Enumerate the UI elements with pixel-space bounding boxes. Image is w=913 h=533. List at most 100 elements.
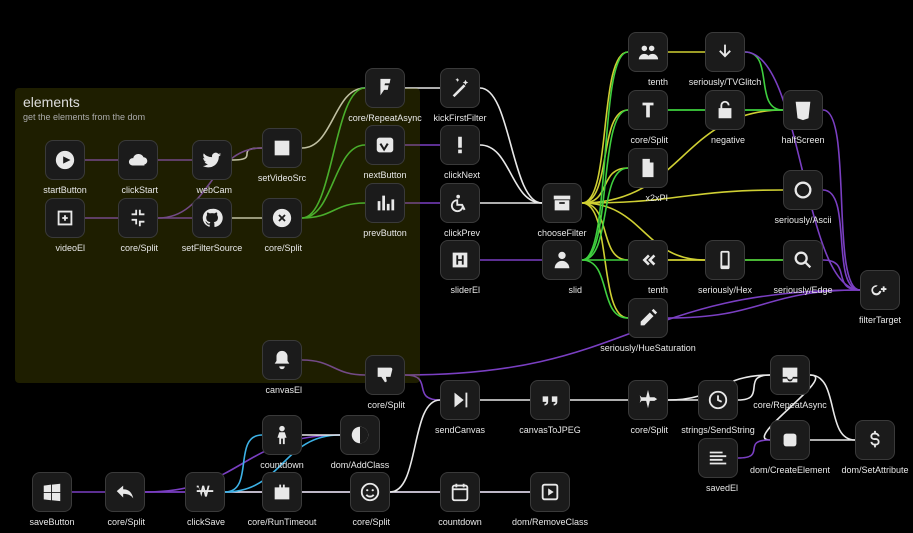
node-clickStart[interactable]: clickStart — [118, 140, 158, 198]
node-box[interactable] — [542, 240, 582, 280]
node-box[interactable] — [860, 270, 900, 310]
node-savedEl[interactable]: savedEl — [698, 438, 738, 496]
node-clickPrev[interactable]: clickPrev — [440, 183, 480, 241]
node-box[interactable] — [185, 472, 225, 512]
node-box[interactable] — [698, 438, 738, 478]
node-saveButton[interactable]: saveButton — [32, 472, 72, 530]
node-box[interactable] — [770, 420, 810, 460]
node-box[interactable] — [440, 240, 480, 280]
node-coreSplit3[interactable]: core/Split — [628, 90, 668, 148]
node-sendCanvas[interactable]: sendCanvas — [440, 380, 480, 438]
node-box[interactable] — [783, 90, 823, 130]
node-box[interactable] — [262, 472, 302, 512]
node-label: prevButton — [363, 228, 407, 238]
node-box[interactable] — [705, 32, 745, 72]
node-sliderEl[interactable]: sliderEl — [440, 240, 480, 298]
node-videoEl[interactable]: videoEl — [45, 198, 85, 256]
node-domRemoveClass[interactable]: dom/RemoveClass — [530, 472, 570, 530]
node-kickFirstFilter[interactable]: kickFirstFilter — [440, 68, 480, 126]
node-box[interactable] — [440, 68, 480, 108]
node-box[interactable] — [365, 355, 405, 395]
node-domAddClass[interactable]: dom/AddClass — [340, 415, 380, 473]
node-domCreateElement[interactable]: dom/CreateElement — [770, 420, 810, 478]
node-countdown2[interactable]: countdown — [440, 472, 480, 530]
node-seriouslyEdge[interactable]: seriously/Edge — [783, 240, 823, 298]
node-setVideoSrc[interactable]: setVideoSrc — [262, 128, 302, 186]
node-box[interactable] — [118, 140, 158, 180]
node-box[interactable] — [770, 355, 810, 395]
node-box[interactable] — [340, 415, 380, 455]
node-box[interactable] — [365, 125, 405, 165]
node-canvasEl[interactable]: canvasEl — [262, 340, 302, 398]
node-x2xPI[interactable]: x2xPI — [628, 148, 668, 206]
edge — [582, 52, 628, 260]
node-box[interactable] — [440, 380, 480, 420]
node-seriouslyHex[interactable]: seriously/Hex — [705, 240, 745, 298]
node-box[interactable] — [365, 183, 405, 223]
node-coreSplit7[interactable]: core/Split — [350, 472, 390, 530]
node-tenth2[interactable]: tenth — [628, 240, 668, 298]
node-coreRepeatAsync[interactable]: core/RepeatAsync — [365, 68, 405, 126]
node-box[interactable] — [628, 32, 668, 72]
node-box[interactable] — [705, 240, 745, 280]
node-box[interactable] — [783, 170, 823, 210]
node-clickSave[interactable]: clickSave — [185, 472, 225, 530]
node-negative[interactable]: negative — [705, 90, 745, 148]
node-domSetAttribute[interactable]: dom/SetAttribute — [855, 420, 895, 478]
node-box[interactable] — [855, 420, 895, 460]
node-label: webCam — [196, 185, 232, 195]
node-box[interactable] — [262, 415, 302, 455]
node-countdown1[interactable]: countdown — [262, 415, 302, 473]
node-seriouslyHueSat[interactable]: seriously/HueSaturation — [628, 298, 668, 356]
node-box[interactable] — [440, 472, 480, 512]
node-box[interactable] — [105, 472, 145, 512]
node-box[interactable] — [192, 140, 232, 180]
node-box[interactable] — [783, 240, 823, 280]
node-box[interactable] — [45, 198, 85, 238]
node-halfScreen[interactable]: halfScreen — [783, 90, 823, 148]
node-box[interactable] — [628, 298, 668, 338]
node-box[interactable] — [192, 198, 232, 238]
node-startButton[interactable]: startButton — [45, 140, 85, 198]
node-coreRunTimeout[interactable]: core/RunTimeout — [262, 472, 302, 530]
node-prevButton[interactable]: prevButton — [365, 183, 405, 241]
node-box[interactable] — [32, 472, 72, 512]
node-coreSplit5[interactable]: core/Split — [628, 380, 668, 438]
node-box[interactable] — [705, 90, 745, 130]
node-canvasToJPEG[interactable]: canvasToJPEG — [530, 380, 570, 438]
node-box[interactable] — [440, 183, 480, 223]
node-box[interactable] — [628, 90, 668, 130]
node-seriouslyTVGlitch[interactable]: seriously/TVGlitch — [705, 32, 745, 90]
node-coreSplit4[interactable]: core/Split — [365, 355, 405, 413]
node-box[interactable] — [365, 68, 405, 108]
node-coreSplit2[interactable]: core/Split — [262, 198, 302, 256]
node-box[interactable] — [628, 148, 668, 188]
node-clickNext[interactable]: clickNext — [440, 125, 480, 183]
node-box[interactable] — [350, 472, 390, 512]
node-nextButton[interactable]: nextButton — [365, 125, 405, 183]
node-box[interactable] — [628, 380, 668, 420]
node-chooseFilter[interactable]: chooseFilter — [542, 183, 582, 241]
node-setFilterSource[interactable]: setFilterSource — [192, 198, 232, 256]
node-box[interactable] — [530, 380, 570, 420]
node-coreSplit6[interactable]: core/Split — [105, 472, 145, 530]
node-coreRepeatAsync2[interactable]: core/RepeatAsync — [770, 355, 810, 413]
node-box[interactable] — [628, 240, 668, 280]
node-box[interactable] — [262, 128, 302, 168]
node-box[interactable] — [118, 198, 158, 238]
node-box[interactable] — [698, 380, 738, 420]
node-seriouslyAscii[interactable]: seriously/Ascii — [783, 170, 823, 228]
node-box[interactable] — [262, 340, 302, 380]
node-slid[interactable]: slid — [542, 240, 582, 298]
node-box[interactable] — [45, 140, 85, 180]
node-webCam[interactable]: webCam — [192, 140, 232, 198]
node-box[interactable] — [440, 125, 480, 165]
node-filterTarget[interactable]: filterTarget — [860, 270, 900, 328]
node-tenth1[interactable]: tenth — [628, 32, 668, 90]
node-box[interactable] — [262, 198, 302, 238]
node-box[interactable] — [530, 472, 570, 512]
node-box[interactable] — [542, 183, 582, 223]
node-stringsSendString[interactable]: strings/SendString — [698, 380, 738, 438]
node-coreSplit1[interactable]: core/Split — [118, 198, 158, 256]
flow-canvas[interactable]: elements get the elements from the dom s… — [0, 0, 913, 533]
